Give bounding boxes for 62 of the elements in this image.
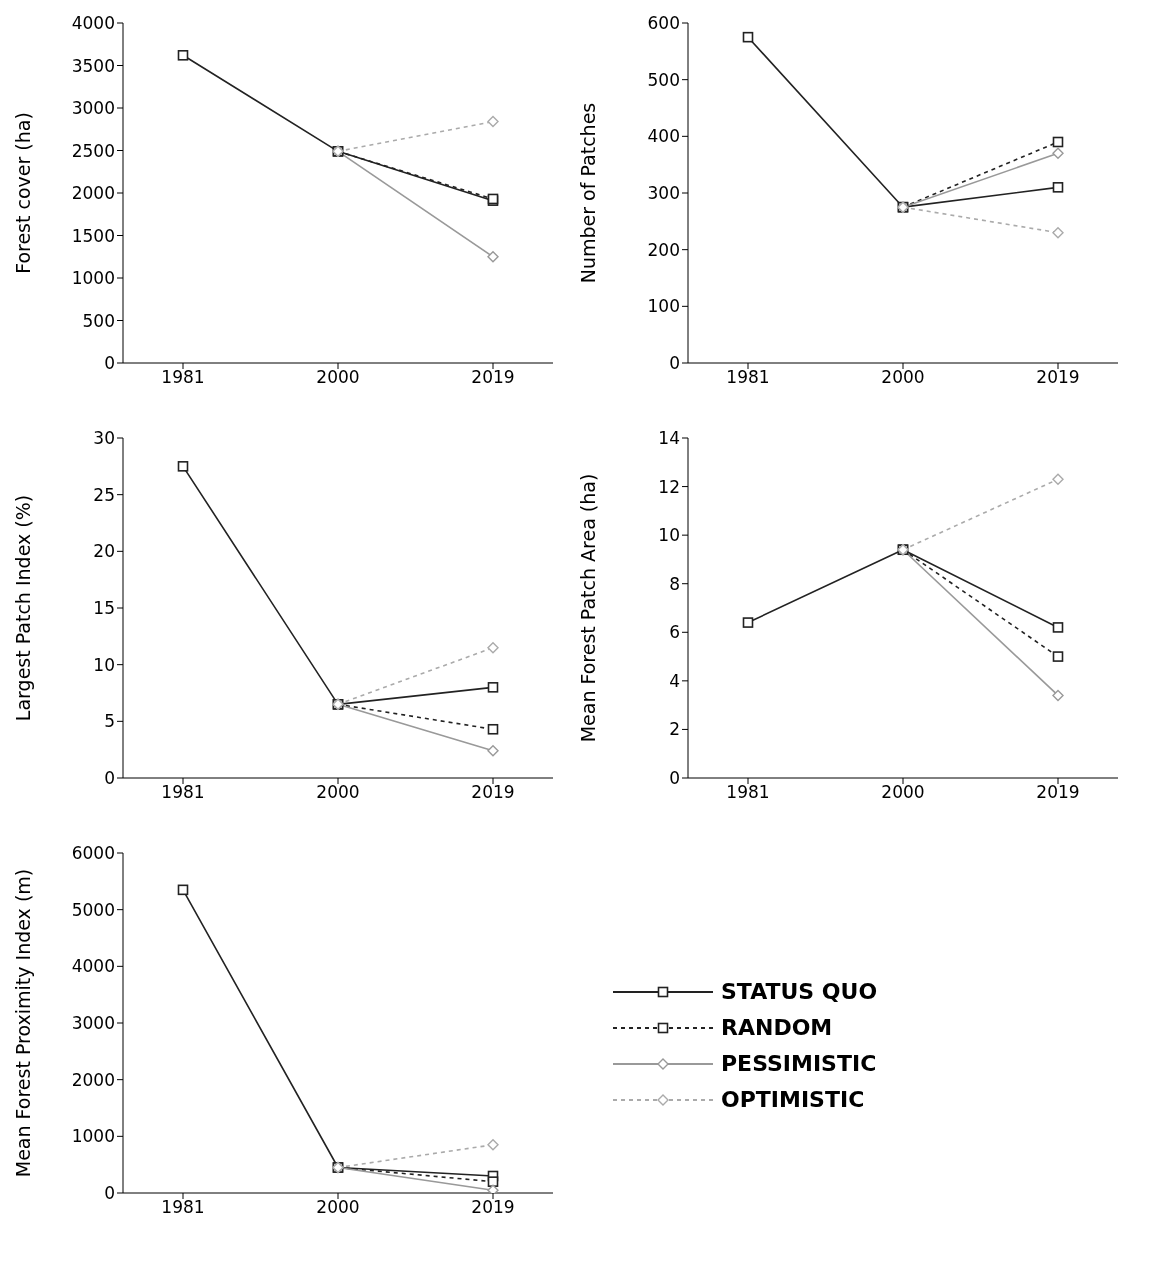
x-tick-label: 1981 [161, 782, 205, 803]
y-tick-label: 2000 [71, 183, 115, 204]
y-tick-label: 600 [647, 13, 680, 34]
y-tick-label: 500 [647, 69, 680, 90]
y-tick-label: 400 [647, 126, 680, 147]
x-tick-label: 2000 [881, 782, 925, 803]
y-tick-label: 0 [104, 768, 115, 789]
x-tick-label: 2000 [316, 782, 360, 803]
y-tick-label: 1000 [71, 268, 115, 289]
y-tick-label: 8 [669, 573, 680, 594]
x-tick-label: 2019 [1036, 367, 1080, 388]
y-tick-label: 1000 [71, 1126, 115, 1147]
y-tick-label: 5000 [71, 899, 115, 920]
x-tick-label: 2000 [316, 367, 360, 388]
y-tick-label: 0 [669, 768, 680, 789]
y-tick-label: 4000 [71, 956, 115, 977]
y-axis-title: Mean Forest Proximity Index (m) [11, 868, 34, 1178]
y-tick-label: 0 [104, 353, 115, 374]
y-tick-label: 2 [669, 719, 680, 740]
y-axis-title: Number of Patches [576, 102, 599, 284]
y-tick-label: 0 [669, 353, 680, 374]
legend-label: STATUS QUO [721, 979, 878, 1004]
x-tick-label: 1981 [161, 1197, 205, 1218]
legend-label: RANDOM [721, 1015, 833, 1040]
y-tick-label: 0 [104, 1183, 115, 1204]
y-tick-label: 4000 [71, 13, 115, 34]
y-axis-title: Mean Forest Patch Area (ha) [576, 473, 599, 743]
y-tick-label: 5 [104, 711, 115, 732]
x-tick-label: 2019 [471, 782, 515, 803]
legend-label: OPTIMISTIC [721, 1087, 865, 1112]
y-axis-title: Forest cover (ha) [11, 112, 34, 274]
y-tick-label: 10 [93, 654, 115, 675]
y-tick-label: 1500 [71, 225, 115, 246]
y-tick-label: 3000 [71, 98, 115, 119]
y-tick-label: 200 [647, 239, 680, 260]
x-tick-label: 2019 [471, 367, 515, 388]
y-tick-label: 25 [93, 484, 115, 505]
y-tick-label: 12 [658, 476, 680, 497]
y-tick-label: 20 [93, 541, 115, 562]
x-tick-label: 2019 [1036, 782, 1080, 803]
y-tick-label: 6000 [71, 843, 115, 864]
y-tick-label: 500 [82, 310, 115, 331]
x-tick-label: 1981 [726, 782, 770, 803]
y-tick-label: 2000 [71, 1069, 115, 1090]
y-tick-label: 15 [93, 598, 115, 619]
x-tick-label: 1981 [726, 367, 770, 388]
y-axis-title: Largest Patch Index (%) [11, 494, 34, 722]
y-tick-label: 2500 [71, 140, 115, 161]
y-tick-label: 10 [658, 525, 680, 546]
y-tick-label: 300 [647, 183, 680, 204]
y-tick-label: 3000 [71, 1013, 115, 1034]
y-tick-label: 30 [93, 428, 115, 449]
x-tick-label: 2019 [471, 1197, 515, 1218]
y-tick-label: 100 [647, 296, 680, 317]
legend-label: PESSIMISTIC [721, 1051, 877, 1076]
y-tick-label: 4 [669, 670, 680, 691]
y-tick-label: 14 [658, 428, 680, 449]
y-tick-label: 6 [669, 622, 680, 643]
x-tick-label: 2000 [316, 1197, 360, 1218]
x-tick-label: 1981 [161, 367, 205, 388]
x-tick-label: 2000 [881, 367, 925, 388]
y-tick-label: 3500 [71, 55, 115, 76]
